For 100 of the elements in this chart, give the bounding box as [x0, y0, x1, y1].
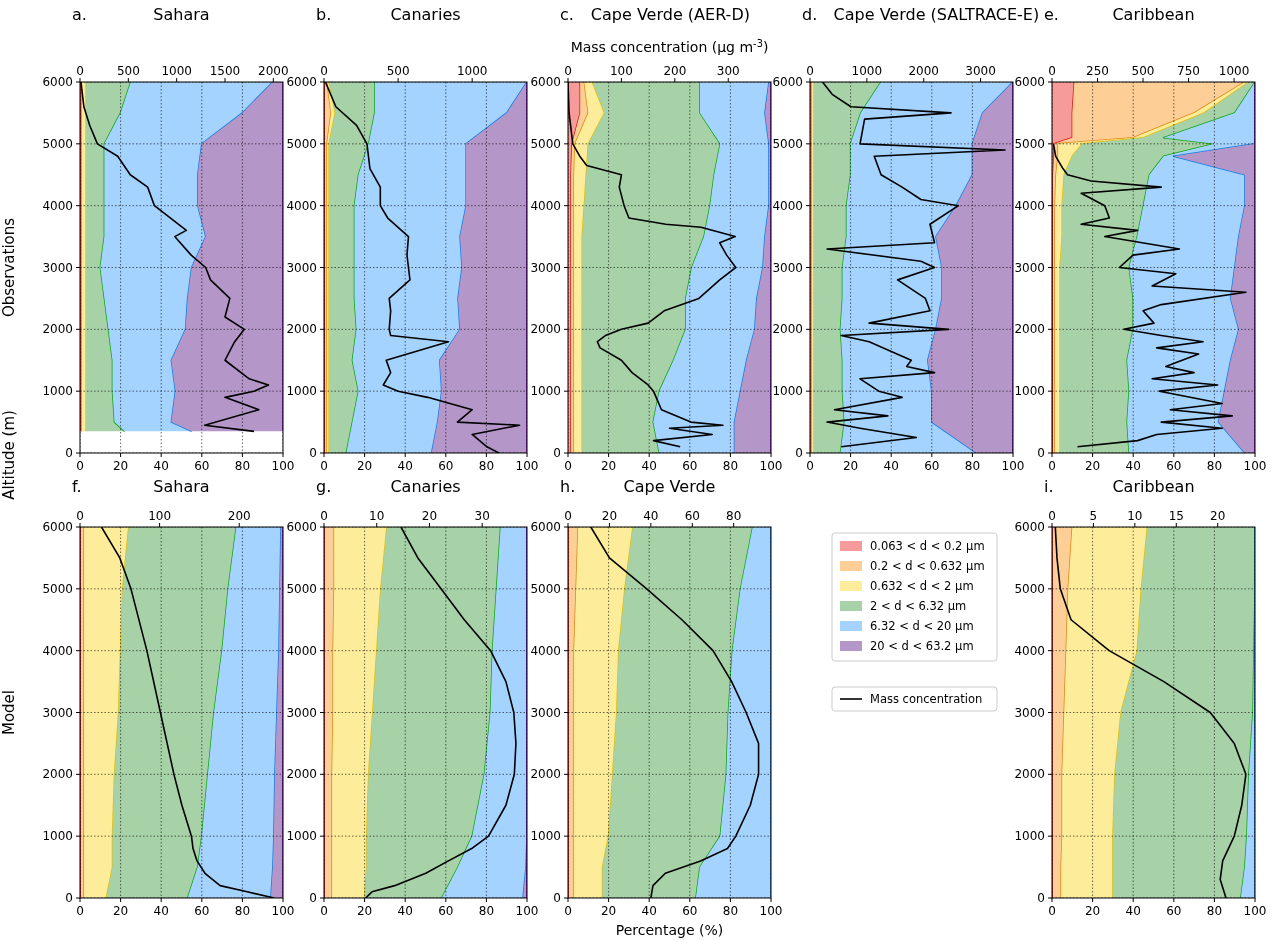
x-tick-label: 100	[1243, 904, 1267, 918]
x-tick-label: 80	[722, 459, 739, 473]
x-tick-label: 100	[271, 904, 295, 918]
text: f.	[72, 477, 82, 496]
y-tick-label: 0	[1037, 446, 1045, 460]
y-tick-label: 1000	[286, 829, 317, 844]
y-tick-label: 0	[309, 446, 317, 460]
y-axis-title: Observations	[0, 217, 18, 318]
x-tick-label: 40	[883, 459, 899, 473]
x-tick-label: 80	[722, 904, 739, 918]
x-tick-label: 20	[356, 904, 373, 918]
x-tick-label: 100	[1243, 459, 1267, 473]
x2-tick-label: 0	[1048, 64, 1056, 78]
chart-title: Canaries	[390, 477, 461, 496]
x-tick-label: 60	[1166, 904, 1182, 918]
x2-tick-label: 0	[564, 64, 572, 78]
x-tick-label: 80	[234, 459, 251, 473]
x2-tick-label: 0	[76, 509, 84, 523]
y-tick-label: 6000	[530, 75, 561, 89]
y-tick-label: 6000	[1014, 75, 1045, 89]
x2-tick-label: 0	[320, 64, 328, 78]
x-tick-label: 0	[806, 459, 814, 473]
y-tick-label: 0	[65, 891, 73, 905]
x-tick-label: 40	[153, 459, 169, 473]
y-tick-label: 3000	[42, 260, 73, 275]
y-tick-label: 1000	[1014, 384, 1045, 399]
legend-label: Mass concentration	[870, 692, 983, 706]
y-tick-label: 2000	[772, 322, 803, 337]
y-tick-label: 5000	[530, 136, 561, 151]
x-tick-label: 60	[1166, 459, 1182, 473]
text: d.	[802, 5, 818, 24]
text: e.	[1044, 5, 1059, 24]
x2-tick-label: 80	[726, 509, 742, 523]
y-tick-label: 6000	[286, 520, 317, 534]
legend-label: 0.632 < d < 2 μm	[870, 579, 974, 593]
x2-axis-title: Mass concentration (µg m$^{-3}$)	[570, 37, 769, 55]
y-tick-label: 1000	[1014, 829, 1045, 844]
x-tick-label: 100	[759, 904, 783, 918]
y-tick-label: 4000	[772, 198, 803, 213]
y-tick-label: 6000	[42, 520, 73, 534]
x2-tick-label: 500	[386, 64, 410, 78]
x2-tick-label: 30	[474, 509, 490, 523]
x2-tick-label: 300	[716, 64, 740, 78]
x-tick-label: 20	[842, 459, 859, 473]
x2-tick-label: 200	[663, 64, 687, 78]
y-tick-label: 5000	[1014, 581, 1045, 596]
x2-tick-label: 0	[564, 509, 572, 523]
x-tick-label: 40	[397, 904, 413, 918]
x2-tick-label: 1500	[209, 64, 241, 78]
x2-tick-label: 1000	[456, 64, 488, 78]
x-tick-label: 60	[438, 459, 454, 473]
x-tick-label: 40	[1125, 904, 1141, 918]
x-tick-label: 80	[478, 904, 495, 918]
y-tick-label: 3000	[772, 260, 803, 275]
x2-tick-label: 2000	[258, 64, 289, 78]
x-tick-label: 40	[641, 459, 657, 473]
y-tick-label: 2000	[42, 322, 73, 337]
x2-tick-label: 200	[227, 509, 251, 523]
x-tick-label: 100	[515, 459, 539, 473]
x2-tick-label: 0	[1048, 509, 1056, 523]
chart-title: Cape Verde (AER-D)	[590, 5, 750, 24]
x-tick-label: 60	[194, 459, 210, 473]
y-tick-label: 4000	[286, 643, 317, 658]
x-tick-label: 0	[76, 459, 84, 473]
legend-label: 20 < d < 63.2 μm	[870, 639, 974, 653]
y-tick-label: 3000	[286, 260, 317, 275]
y-tick-label: 2000	[286, 322, 317, 337]
x2-tick-label: 100	[609, 64, 633, 78]
y-tick-label: 6000	[772, 75, 803, 89]
x-tick-label: 60	[924, 459, 940, 473]
text: c.	[560, 5, 574, 24]
y-tick-label: 3000	[530, 705, 561, 720]
x-tick-label: 80	[1206, 459, 1223, 473]
x2-tick-label: 5	[1089, 509, 1098, 523]
y-tick-label: 3000	[286, 705, 317, 720]
y-tick-label: 0	[1037, 891, 1045, 905]
text: Altitude (m)	[0, 410, 18, 500]
y-tick-label: 4000	[42, 643, 73, 658]
chart-title: Sahara	[153, 477, 210, 496]
y-tick-label: 1000	[530, 829, 561, 844]
y-tick-label: 5000	[1014, 136, 1045, 151]
y-tick-label: 4000	[530, 198, 561, 213]
y-tick-label: 6000	[42, 75, 73, 89]
y-tick-label: 4000	[1014, 643, 1045, 658]
text: h.	[560, 477, 576, 496]
x-tick-label: 60	[682, 459, 698, 473]
x2-tick-label: 0	[320, 509, 328, 523]
y-tick-label: 1000	[42, 384, 73, 399]
chart-title: Cape Verde	[623, 477, 716, 496]
x2-tick-label: 10	[369, 509, 385, 523]
y-tick-label: 2000	[530, 767, 561, 782]
legend-label: 6.32 < d < 20 μm	[870, 619, 974, 633]
y-tick-label: 1000	[42, 829, 73, 844]
x-tick-label: 40	[1125, 459, 1141, 473]
y-tick-label: 0	[795, 446, 803, 460]
x-tick-label: 20	[356, 459, 373, 473]
x2-tick-label: 10	[1127, 509, 1143, 523]
y-tick-label: 5000	[42, 136, 73, 151]
y-tick-label: 1000	[286, 384, 317, 399]
x2-tick-label: 15	[1168, 509, 1184, 523]
